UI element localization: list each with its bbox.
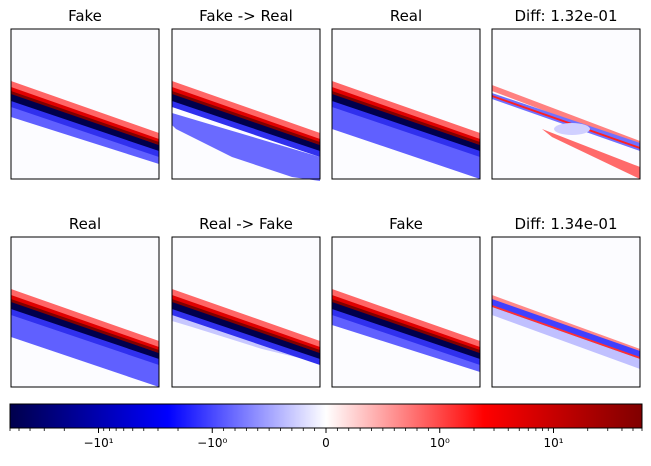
diff-blue-blob (554, 123, 590, 135)
panel-2-4 (491, 236, 641, 388)
panel-title: Real (69, 215, 101, 233)
dark-core (332, 93, 480, 151)
dark-core (172, 301, 320, 359)
colorbar: −10¹ −10⁰ 0 10⁰ 10¹ (9, 403, 643, 450)
panel-2-2 (171, 236, 321, 388)
colorbar-tick-label: 0 (322, 436, 330, 450)
dark-red-edge (11, 91, 159, 145)
panel-frame (171, 236, 321, 388)
panel-1-1 (10, 28, 160, 180)
dark-core (332, 301, 480, 359)
diff-red-lower (542, 129, 640, 179)
panel-frame (171, 28, 321, 180)
panel-title: Diff: 1.32e-01 (514, 7, 617, 25)
colorbar-gradient (9, 403, 643, 429)
panel-frame (331, 236, 481, 388)
panel-title: Diff: 1.34e-01 (514, 215, 617, 233)
dark-red-edge (172, 91, 320, 145)
panel-title: Real -> Fake (199, 215, 293, 233)
colorbar-tick-label: 10⁰ (430, 436, 450, 450)
panel-title: Fake -> Real (199, 7, 293, 25)
panel-frame (10, 28, 160, 180)
dark-core (172, 93, 320, 151)
panel-frame (491, 28, 641, 180)
dark-core (11, 93, 159, 151)
colorbar-tick-label: −10⁰ (197, 436, 227, 450)
dark-red-edge (11, 299, 159, 353)
dark-red-edge (332, 91, 480, 145)
panel-2-3 (331, 236, 481, 388)
blue-tail (172, 113, 320, 181)
diff-red-line (492, 305, 640, 359)
dark-red-edge (332, 299, 480, 353)
panel-2-1 (10, 236, 160, 388)
dark-red-edge (172, 299, 320, 353)
panel-frame (10, 236, 160, 388)
panel-frame (491, 236, 641, 388)
diff-blue-fringe (492, 307, 640, 369)
dark-core (11, 301, 159, 359)
colorbar-tick-label: 10¹ (543, 436, 563, 450)
panel-grid: Fake Fake -> Real Real Diff: 1.32e-01 Real Re… (10, 7, 641, 388)
diff-red-line (492, 95, 640, 149)
colorbar-tick-label: −10¹ (83, 436, 113, 450)
colorbar-ticks: −10¹ −10⁰ 0 10⁰ 10¹ (9, 428, 643, 450)
panel-title: Real (390, 7, 422, 25)
panel-1-2 (171, 28, 321, 181)
panel-title: Fake (68, 7, 102, 25)
panel-1-4 (491, 28, 641, 180)
panel-1-3 (331, 28, 481, 180)
panel-frame (331, 28, 481, 180)
panel-title: Fake (389, 215, 423, 233)
